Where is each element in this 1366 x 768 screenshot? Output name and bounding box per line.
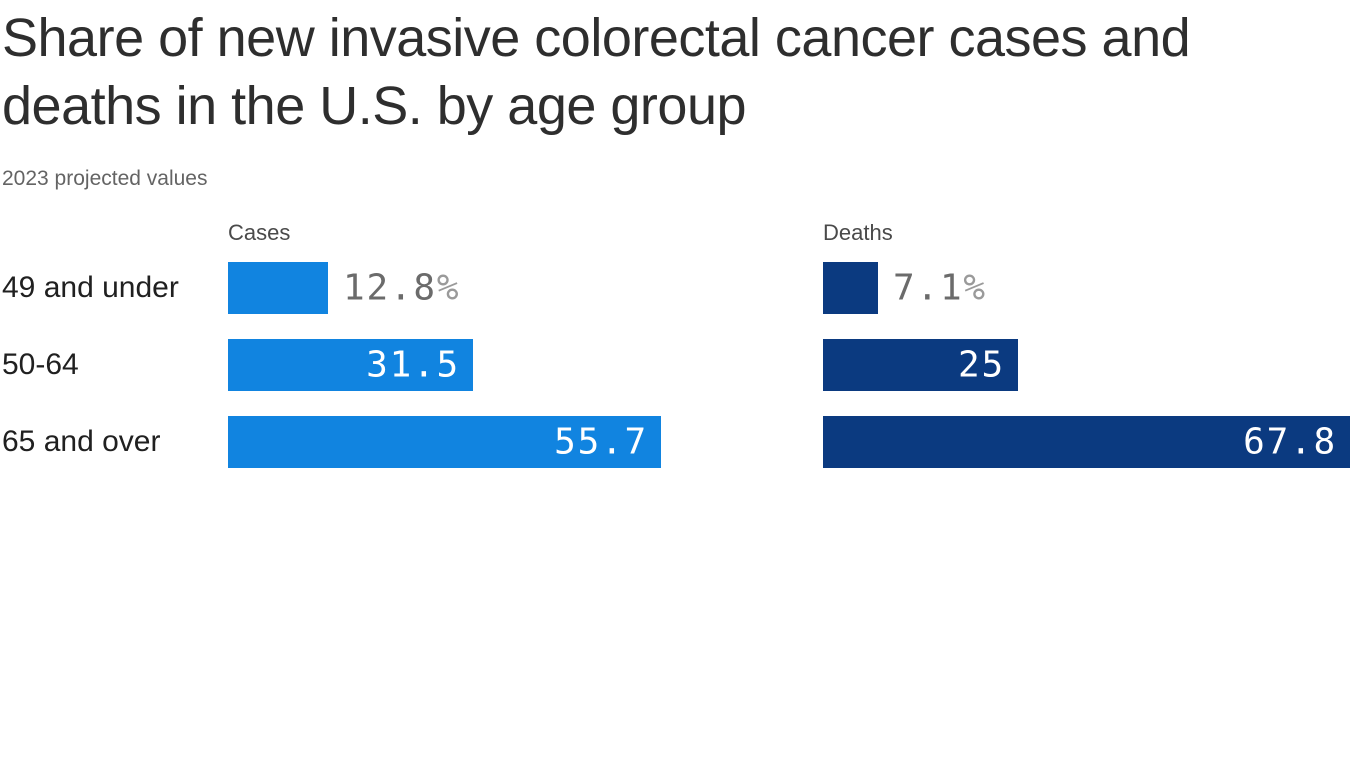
deaths-bar-49-and-under: 7.1% (823, 262, 985, 314)
series-header-deaths: Deaths (823, 220, 893, 245)
cases-bar-49-and-under: 12.8% (228, 262, 459, 314)
row-label-49-and-under: 49 and under (2, 271, 179, 304)
chart-title: Share of new invasive colorectal cancer … (2, 8, 1191, 136)
cases-value-label: 55.7 (554, 421, 648, 463)
cases-bar-65-and-over: 55.7 (228, 416, 661, 468)
cases-value-label: 31.5 (366, 344, 460, 386)
deaths-value-label: 67.8 (1243, 421, 1337, 463)
chart-subtitle: 2023 projected values (2, 167, 208, 190)
deaths-bar-50-64: 25 (823, 339, 1018, 391)
deaths-value-label: 25 (958, 344, 1005, 386)
percent-sign: % (963, 267, 987, 309)
cases-bar-50-64: 31.5 (228, 339, 473, 391)
deaths-value-label: 7.1% (893, 267, 987, 309)
row-label-65-and-over: 65 and over (2, 425, 161, 458)
row-label-50-64: 50-64 (2, 348, 79, 381)
percent-sign: % (436, 267, 461, 309)
deaths-bar-65-and-over: 67.8 (823, 416, 1350, 468)
cases-value-label: 12.8% (343, 267, 461, 309)
series-header-cases: Cases (228, 220, 291, 245)
